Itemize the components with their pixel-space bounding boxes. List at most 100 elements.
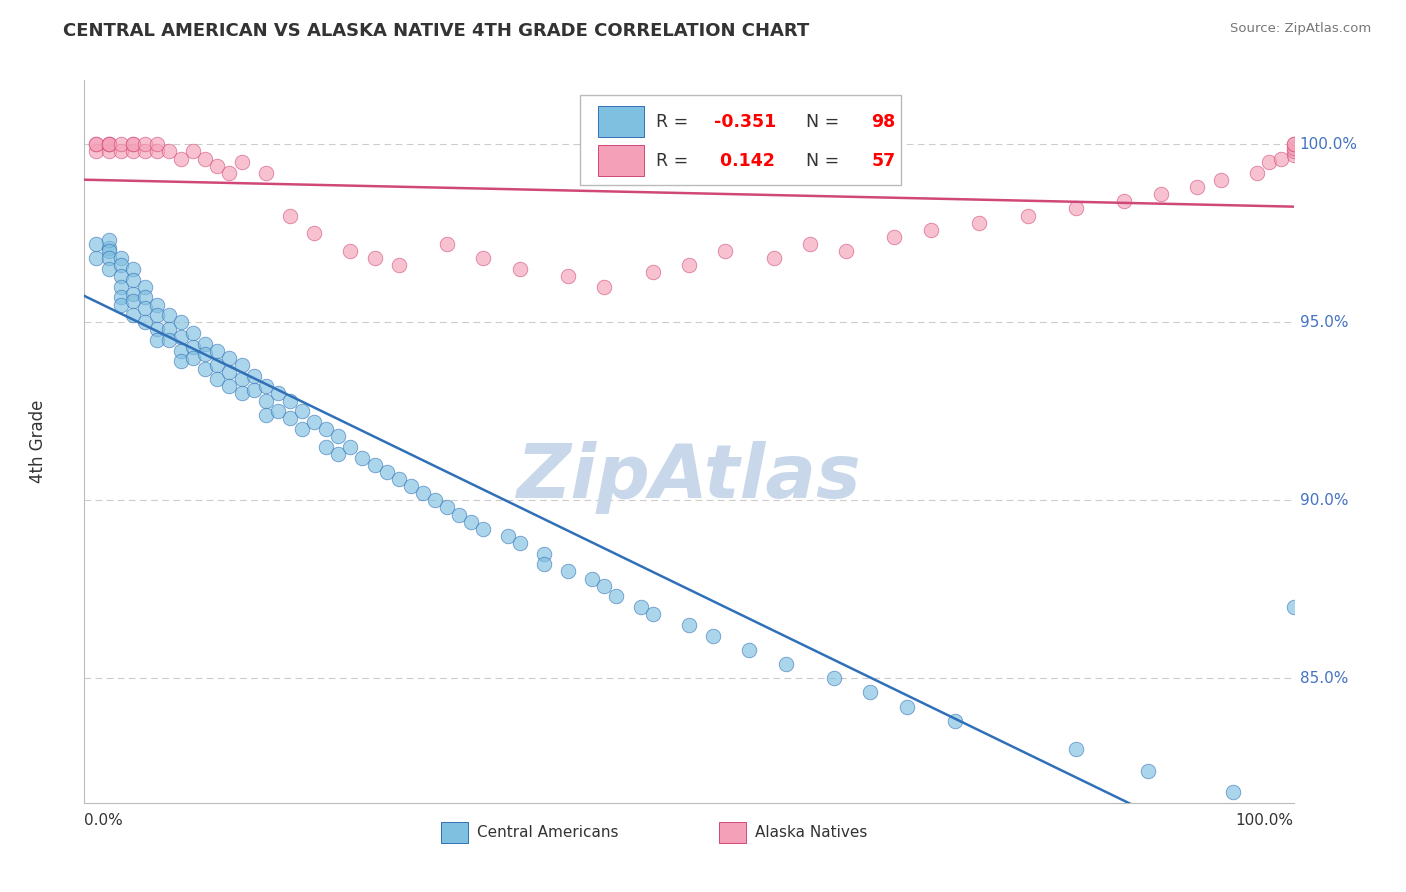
Point	[593, 279, 616, 293]
Point	[1209, 173, 1232, 187]
Point	[436, 237, 458, 252]
Point	[920, 223, 942, 237]
Point	[315, 440, 337, 454]
Point	[678, 258, 700, 272]
Point	[181, 340, 204, 354]
FancyBboxPatch shape	[599, 145, 644, 176]
Point	[97, 137, 120, 152]
Point	[1282, 137, 1305, 152]
Point	[1282, 600, 1305, 615]
Point	[1258, 155, 1281, 169]
Text: 0.142: 0.142	[714, 152, 775, 169]
Point	[388, 258, 411, 272]
Point	[291, 404, 314, 418]
Point	[242, 368, 264, 383]
Point	[533, 547, 555, 561]
Point	[97, 261, 120, 276]
Point	[194, 336, 217, 351]
Text: ZipAtlas: ZipAtlas	[516, 442, 862, 514]
Text: 90.0%: 90.0%	[1299, 492, 1348, 508]
Point	[496, 529, 519, 543]
Point	[1282, 141, 1305, 155]
Point	[1137, 764, 1160, 778]
Text: 85.0%: 85.0%	[1299, 671, 1348, 686]
Point	[1017, 209, 1039, 223]
Point	[967, 216, 990, 230]
Point	[231, 372, 253, 386]
Point	[605, 590, 627, 604]
Point	[110, 258, 132, 272]
Point	[472, 522, 495, 536]
Point	[121, 272, 143, 286]
Point	[146, 308, 169, 322]
Point	[110, 137, 132, 152]
Point	[412, 486, 434, 500]
Point	[110, 145, 132, 159]
Text: 0.0%: 0.0%	[84, 814, 124, 829]
Point	[352, 450, 374, 465]
Point	[194, 347, 217, 361]
Point	[509, 536, 531, 550]
Point	[533, 558, 555, 572]
Point	[278, 393, 301, 408]
Point	[194, 152, 217, 166]
Point	[110, 290, 132, 304]
Point	[134, 137, 156, 152]
Point	[218, 351, 240, 365]
Point	[436, 500, 458, 515]
Point	[1222, 785, 1244, 799]
Point	[278, 209, 301, 223]
Point	[557, 268, 579, 283]
Point	[509, 261, 531, 276]
Point	[1064, 202, 1087, 216]
Point	[388, 472, 411, 486]
Point	[97, 252, 120, 266]
Point	[328, 447, 350, 461]
Point	[134, 301, 156, 315]
Point	[207, 372, 229, 386]
Point	[630, 600, 652, 615]
Point	[121, 137, 143, 152]
Text: -0.351: -0.351	[714, 112, 776, 130]
Text: R =: R =	[657, 152, 695, 169]
Point	[581, 572, 603, 586]
Point	[363, 458, 385, 472]
Point	[315, 422, 337, 436]
Point	[375, 465, 398, 479]
Text: 57: 57	[872, 152, 896, 169]
Point	[121, 293, 143, 308]
Point	[399, 479, 422, 493]
Point	[218, 365, 240, 379]
Point	[146, 137, 169, 152]
Point	[714, 244, 737, 259]
Point	[86, 145, 108, 159]
Point	[134, 145, 156, 159]
Point	[423, 493, 446, 508]
Point	[86, 137, 108, 152]
Point	[328, 429, 350, 443]
Text: N =: N =	[796, 152, 845, 169]
Point	[1270, 152, 1292, 166]
Point	[641, 265, 664, 279]
Point	[86, 252, 108, 266]
Point	[110, 279, 132, 293]
Point	[110, 297, 132, 311]
Text: 4th Grade: 4th Grade	[30, 400, 48, 483]
Point	[823, 671, 845, 685]
Point	[97, 244, 120, 259]
Text: CENTRAL AMERICAN VS ALASKA NATIVE 4TH GRADE CORRELATION CHART: CENTRAL AMERICAN VS ALASKA NATIVE 4TH GR…	[63, 22, 810, 40]
Point	[242, 383, 264, 397]
Point	[97, 234, 120, 248]
Point	[146, 322, 169, 336]
Text: Source: ZipAtlas.com: Source: ZipAtlas.com	[1230, 22, 1371, 36]
Point	[762, 252, 785, 266]
Point	[267, 386, 290, 401]
Text: 98: 98	[872, 112, 896, 130]
Point	[775, 657, 797, 671]
Point	[146, 145, 169, 159]
Point	[1064, 742, 1087, 756]
Point	[170, 343, 193, 358]
Point	[207, 343, 229, 358]
Point	[134, 315, 156, 329]
Text: 95.0%: 95.0%	[1299, 315, 1348, 330]
